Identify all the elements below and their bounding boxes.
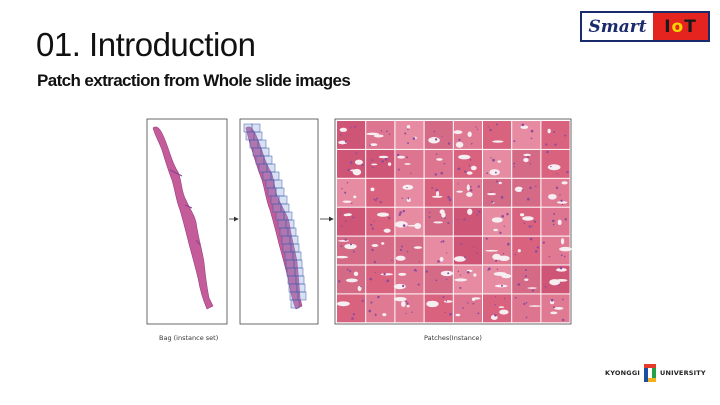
caption-patches: Patches(Instance) <box>424 334 482 342</box>
slide-title: 01. Introduction <box>36 26 256 63</box>
patch-tile <box>453 236 482 265</box>
caption-bag: Bag (instance set) <box>159 334 219 342</box>
patch-tile <box>395 149 424 178</box>
patch-tile <box>453 207 482 236</box>
patch-tile <box>483 149 512 178</box>
patch-tile <box>541 178 570 207</box>
wsi-panel <box>146 118 228 325</box>
patch-tile <box>366 149 395 178</box>
patch-tile <box>336 294 366 323</box>
patch-tile <box>453 121 482 149</box>
patch-tile <box>366 178 395 207</box>
patch-tile <box>512 149 541 178</box>
patch-tile <box>512 236 541 265</box>
patch-tile <box>512 178 541 207</box>
patch-tile <box>512 265 541 294</box>
patch-tile <box>453 178 482 207</box>
tiled-wsi-panel <box>239 118 319 325</box>
patch-tile <box>424 207 453 236</box>
logo-iot-o: o <box>671 16 685 37</box>
patch-tile <box>424 178 453 207</box>
patch-tile <box>512 121 541 149</box>
patch-tile <box>393 294 424 323</box>
patch-tile <box>453 149 482 178</box>
univ-left-text: KYONGGI <box>605 369 640 377</box>
patch-tile <box>512 207 541 236</box>
patch-tile <box>366 236 395 265</box>
logo-iot-i: I <box>664 16 672 37</box>
patch-tile <box>337 207 366 236</box>
patch-tile <box>483 207 512 236</box>
patch-tile <box>395 236 424 265</box>
patch-tile <box>483 294 512 323</box>
patch-mosaic <box>335 121 572 323</box>
patch-tile <box>483 178 512 207</box>
patch-tile <box>366 207 395 236</box>
patch-tile <box>424 265 454 294</box>
slide-subtitle: Patch extraction from Whole slide images <box>37 71 351 90</box>
patch-tile <box>366 265 395 294</box>
univ-right-text: UNIVERSITY <box>659 369 706 377</box>
patch-tile <box>541 149 570 178</box>
patch-tile <box>395 178 424 207</box>
patch-tile <box>541 294 570 323</box>
logo-iot-t: T <box>684 16 697 37</box>
patch-tile <box>337 121 366 149</box>
wsi-tissue <box>152 126 214 310</box>
patch-tile <box>541 265 570 294</box>
univ-mark-icon <box>643 364 656 382</box>
patch-tile <box>512 294 542 323</box>
logo-word: Smart <box>588 16 647 37</box>
patch-tile <box>395 121 424 149</box>
patch-tile <box>394 207 424 236</box>
patch-tile <box>366 294 395 323</box>
patch-tile <box>424 149 453 178</box>
patch-tile <box>453 294 482 323</box>
patch-tile <box>337 265 366 294</box>
patch-tile <box>366 121 395 149</box>
patch-tile <box>424 294 453 323</box>
patch-tile <box>483 236 512 265</box>
patch-tile <box>337 178 366 207</box>
patches-panel <box>334 118 572 325</box>
patch-tile <box>453 265 482 294</box>
patch-tile <box>337 149 366 178</box>
patch-tile <box>393 265 424 294</box>
patch-tile <box>483 265 512 294</box>
patch-tile <box>424 236 453 265</box>
patch-tile <box>424 121 453 149</box>
patch-tile <box>335 236 366 265</box>
kyonggi-university-logo: KYONGGI UNIVERSITY <box>605 363 706 383</box>
patch-tile <box>483 121 512 149</box>
tile-grid <box>243 123 307 309</box>
patch-tile <box>541 207 570 236</box>
patch-tile <box>541 236 572 265</box>
patch-tile <box>541 121 570 149</box>
